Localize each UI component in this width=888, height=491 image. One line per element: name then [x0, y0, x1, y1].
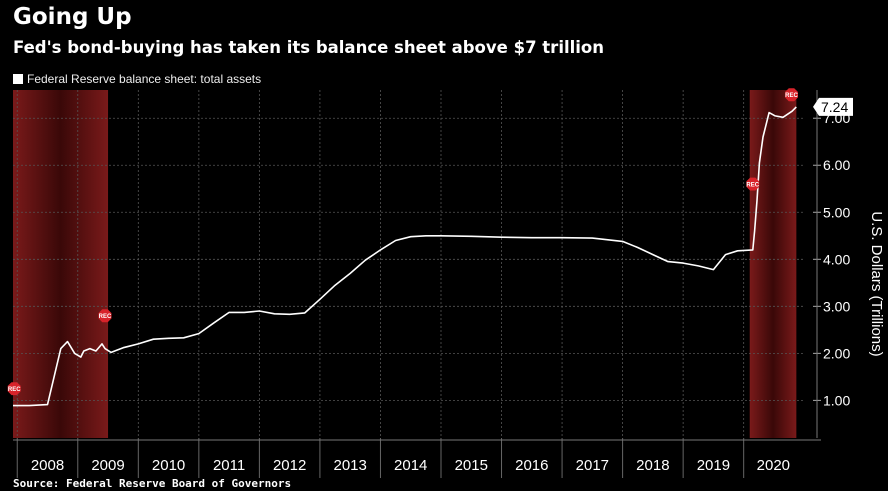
last-value-label: 7.24 [821, 99, 848, 115]
y-tick-label-4: 5.00 [823, 204, 850, 220]
source-note: Source: Federal Reserve Board of Governo… [13, 477, 292, 490]
x-tick-label-2012: 2012 [273, 457, 306, 474]
x-tick-label-2009: 2009 [91, 457, 124, 474]
x-tick-label-2018: 2018 [636, 457, 669, 474]
x-tick-label-2016: 2016 [515, 457, 548, 474]
recession-marker-label-3: REC [785, 93, 798, 99]
x-tick-label-2019: 2019 [697, 457, 730, 474]
y-tick-label-0: 1.00 [823, 392, 850, 408]
recession-band-0 [13, 90, 109, 438]
recession-marker-1 [98, 309, 112, 323]
x-tick-label-2010: 2010 [152, 457, 185, 474]
y-tick-label-1: 2.00 [823, 345, 850, 361]
last-value-callout: 7.24 [813, 97, 853, 116]
x-tick-label-2014: 2014 [394, 457, 427, 474]
series-line-total-assets [13, 106, 797, 407]
recession-marker-label-0: REC [8, 387, 21, 393]
legend-swatch [13, 74, 23, 84]
recession-marker-2 [746, 177, 760, 191]
legend-label: Federal Reserve balance sheet: total ass… [27, 72, 262, 86]
y-axis: 1.002.003.004.005.006.007.00 [813, 90, 850, 438]
y-axis-label: U.S. Dollars (Trillions) [868, 211, 885, 356]
recession-markers: REC REC REC REC [7, 88, 798, 396]
x-tick-label-2008: 2008 [31, 457, 64, 474]
recession-marker-label-2: REC [746, 183, 759, 189]
recession-shading [13, 90, 797, 438]
chart-subtitle: Fed's bond-buying has taken its balance … [13, 38, 605, 57]
y-tick-label-5: 6.00 [823, 157, 850, 173]
x-tick-label-2020: 2020 [757, 457, 790, 474]
chart-title: Going Up [13, 4, 132, 30]
x-tick-label-2011: 2011 [213, 457, 245, 474]
recession-marker-0 [7, 382, 21, 396]
last-value-box [813, 97, 853, 116]
x-tick-label-2017: 2017 [576, 457, 609, 474]
legend: Federal Reserve balance sheet: total ass… [13, 72, 261, 86]
x-tick-label-2013: 2013 [334, 457, 367, 474]
recession-band-1 [749, 90, 797, 438]
gridlines [13, 90, 803, 438]
x-tick-label-2015: 2015 [455, 457, 488, 474]
y-tick-label-2: 3.00 [823, 298, 850, 314]
x-axis: 2008 2009 2010 2011 2012 2013 2014 2015 2016 2017… [13, 438, 821, 478]
y-tick-label-3: 4.00 [823, 251, 850, 267]
recession-marker-3 [785, 88, 798, 102]
recession-marker-label-1: REC [99, 314, 112, 320]
